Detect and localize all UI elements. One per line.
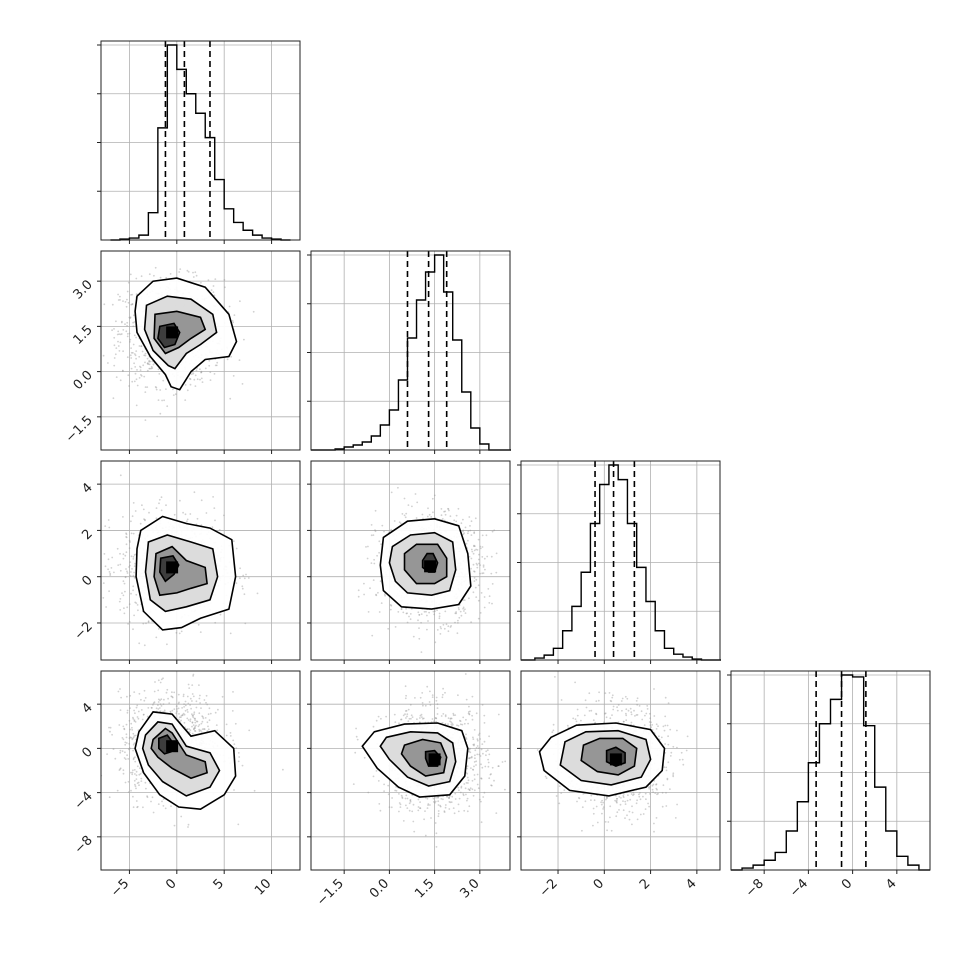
xtick-label-1-2: 1.5 (412, 876, 437, 901)
pair-2-3-contour-1 (559, 729, 652, 786)
pair-0-3-frame (100, 670, 301, 871)
pair-0-1-core (166, 326, 179, 339)
pair-0-1-contour-0 (134, 277, 238, 391)
hist-panel-1 (307, 250, 511, 454)
pair-1-2-contour-1 (388, 531, 457, 597)
pair-0-1-contour-2 (153, 310, 207, 355)
pair-panel-0-2: −2 0 2 4 (72, 460, 301, 664)
pair-1-3-contour-0 (361, 722, 469, 798)
hist-3-frame (730, 670, 931, 871)
ytick-label-3-0: −8 (72, 833, 96, 857)
xtick-label-0-1: 0 (163, 876, 179, 892)
xtick-label-2-2: 2 (637, 876, 653, 892)
pair-1-2-frame (310, 460, 511, 661)
hist-2-step (521, 464, 721, 661)
xtick-label-0-3: 10 (252, 876, 274, 898)
xtick-label-3-2: 0 (839, 876, 855, 892)
xtick-label-0-2: 5 (211, 876, 227, 892)
pair-0-2-contour-2 (153, 545, 208, 597)
xtick-label-3-0: −8 (743, 876, 767, 900)
hist-1-step (311, 254, 511, 451)
pair-1-3-frame (310, 670, 511, 871)
xtick-label-1-1: 0.0 (367, 876, 392, 901)
pair-0-2-contour-3 (158, 555, 180, 583)
hist-panel-0 (97, 40, 301, 244)
ytick-label-1-0: −1.5 (63, 413, 96, 446)
hist-1-frame (310, 250, 511, 451)
pair-1-3-contour-1 (379, 730, 457, 787)
xtick-label-1-0: −1.5 (314, 876, 347, 909)
xtick-label-0-0: −5 (108, 876, 132, 900)
pair-0-3-contour-1 (141, 721, 221, 797)
xtick-label-1-3: 3.0 (457, 876, 482, 901)
pair-1-3-core (428, 753, 441, 766)
pair-2-3-contour-2 (580, 737, 638, 776)
ytick-label-2-2: 2 (79, 527, 95, 543)
xtick-label-2-3: 4 (683, 876, 699, 892)
pair-1-3-contour-2 (400, 738, 448, 777)
ytick-label-1-3: 3.0 (71, 277, 96, 302)
ytick-label-2-3: 4 (79, 480, 95, 496)
pair-1-2-contour-0 (379, 517, 472, 610)
pair-panel-1-2 (307, 460, 511, 664)
pair-0-3-contour-2 (150, 727, 209, 780)
xtick-label-3-1: −4 (787, 876, 811, 900)
pair-0-2-frame (100, 460, 301, 661)
pair-2-3-contour-3 (605, 746, 626, 767)
hist-0-frame (100, 40, 301, 241)
pair-1-2-core (424, 560, 437, 573)
pair-panel-1-3: −1.5 0.0 1.5 3.0 (307, 670, 511, 909)
hist-3-step (731, 674, 930, 871)
pair-1-2-contour-2 (403, 543, 448, 585)
hist-0-step (110, 44, 291, 241)
pair-0-3-contour-0 (134, 711, 237, 811)
hist-2-frame (520, 460, 721, 661)
pair-0-1-contour-3 (157, 322, 181, 349)
pair-0-2-core (166, 561, 179, 574)
pair-1-3-contour-3 (424, 749, 442, 767)
ytick-label-2-1: 0 (79, 573, 95, 589)
ytick-label-2-0: −2 (72, 619, 96, 643)
pair-0-1-frame (100, 250, 301, 451)
hist-panel-3: −8 −4 0 4 (727, 670, 931, 900)
pair-0-3-core (166, 740, 179, 753)
ytick-label-3-2: 0 (79, 745, 95, 761)
xtick-label-3-3: 4 (883, 876, 899, 892)
ytick-label-1-2: 1.5 (71, 323, 96, 348)
ytick-label-1-1: 0.0 (71, 368, 96, 393)
xtick-label-2-1: 0 (591, 876, 607, 892)
pair-panel-2-3: −2 0 2 4 (517, 670, 721, 900)
ytick-label-3-1: −4 (72, 789, 96, 813)
pair-panel-0-3: −8 −4 0 4 −5 0 5 10 (72, 670, 301, 900)
pair-0-2-contour-0 (135, 515, 237, 631)
pair-2-3-core (609, 753, 622, 766)
pair-2-3-frame (520, 670, 721, 871)
pair-0-2-contour-1 (144, 534, 219, 613)
pair-1-2-contour-3 (421, 552, 439, 573)
ytick-label-3-3: 4 (79, 700, 95, 716)
pair-2-3-contour-0 (538, 722, 666, 797)
pair-panel-0-1: −1.5 0.0 1.5 3.0 (63, 250, 301, 454)
xtick-label-2-0: −2 (537, 876, 561, 900)
hist-panel-2 (517, 460, 721, 664)
pair-0-1-contour-1 (143, 295, 218, 370)
